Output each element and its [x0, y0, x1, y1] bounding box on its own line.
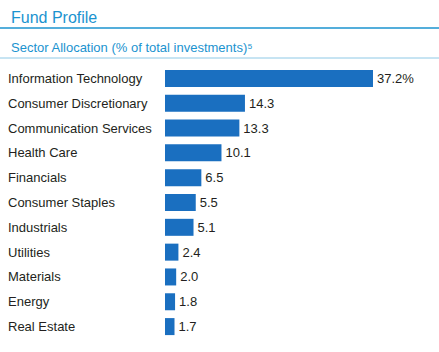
svg-text:6.5: 6.5	[205, 170, 223, 185]
svg-text:13.3: 13.3	[243, 121, 268, 136]
svg-text:Sector Allocation (% of total: Sector Allocation (% of total investment…	[11, 40, 253, 55]
svg-text:1.8: 1.8	[179, 294, 197, 309]
svg-text:Fund Profile: Fund Profile	[11, 9, 97, 26]
svg-text:Industrials: Industrials	[8, 220, 68, 235]
svg-text:Health Care: Health Care	[8, 145, 77, 160]
svg-text:2.4: 2.4	[182, 245, 200, 260]
svg-text:2.0: 2.0	[180, 269, 198, 284]
svg-text:5.5: 5.5	[200, 195, 218, 210]
svg-text:Communication Services: Communication Services	[8, 121, 152, 136]
svg-text:Utilities: Utilities	[8, 245, 50, 260]
svg-text:Real Estate: Real Estate	[8, 319, 75, 334]
svg-text:14.3: 14.3	[249, 96, 274, 111]
svg-text:Consumer Staples: Consumer Staples	[8, 195, 115, 210]
svg-text:1.7: 1.7	[179, 319, 197, 334]
svg-text:Energy: Energy	[8, 294, 50, 309]
svg-text:Consumer Discretionary: Consumer Discretionary	[8, 96, 148, 111]
svg-text:Materials: Materials	[8, 269, 61, 284]
svg-text:Information Technology: Information Technology	[8, 71, 143, 86]
svg-text:37.2%: 37.2%	[377, 71, 414, 86]
svg-text:5.1: 5.1	[198, 220, 216, 235]
svg-text:Financials: Financials	[8, 170, 67, 185]
svg-text:10.1: 10.1	[225, 145, 250, 160]
